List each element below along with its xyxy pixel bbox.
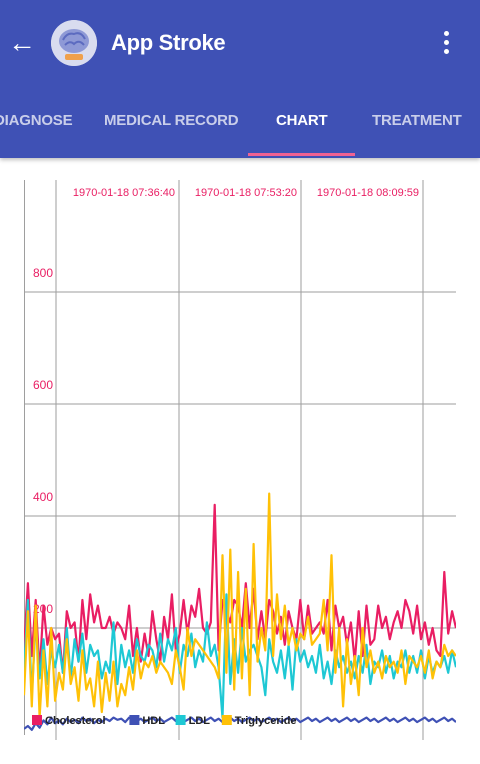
x-tick-label: 1970-01-18 07:53:20 [195, 187, 297, 199]
arrow-back-icon[interactable]: ← [8, 27, 36, 58]
tab-diagnose[interactable]: DIAGNOSE [0, 112, 73, 129]
y-tick-label: 600 [33, 378, 53, 392]
app-title: App Stroke [111, 30, 226, 55]
tab-treatment[interactable]: TREATMENT [372, 112, 462, 129]
series-line [23, 716, 457, 732]
x-tick-label: 1970-01-18 08:09:59 [317, 187, 419, 199]
tab-bar: DIAGNOSE MEDICAL RECORD CHART TREATMENT [0, 100, 480, 158]
legend-label: Cholesterol [45, 715, 106, 727]
tab-medical-record[interactable]: MEDICAL RECORD [104, 112, 239, 129]
brain-logo-icon [51, 20, 97, 66]
legend-label: HDL [142, 715, 165, 727]
legend-swatch [129, 715, 140, 725]
app-bar: ← App Stroke DIAGNOSE MEDICAL RECORD CHA… [0, 0, 480, 158]
legend-swatch [175, 715, 186, 725]
series-line [22, 492, 457, 719]
y-tick-label: 800 [33, 266, 53, 280]
legend-label: Triglyceride [235, 715, 297, 727]
x-tick-label: 1970-01-18 07:36:40 [73, 187, 175, 199]
legend-swatch [32, 715, 42, 725]
legend-swatch [221, 715, 232, 725]
y-tick-label: 400 [33, 490, 53, 504]
lab-results-chart[interactable]: 200 400 600 800 1970-01-18 07:36:40 1970-01-1… [22, 180, 458, 740]
tab-indicator [248, 153, 355, 156]
more-vert-icon[interactable] [436, 28, 456, 58]
tab-chart[interactable]: CHART [276, 112, 328, 129]
legend-label: LDL [189, 715, 211, 727]
